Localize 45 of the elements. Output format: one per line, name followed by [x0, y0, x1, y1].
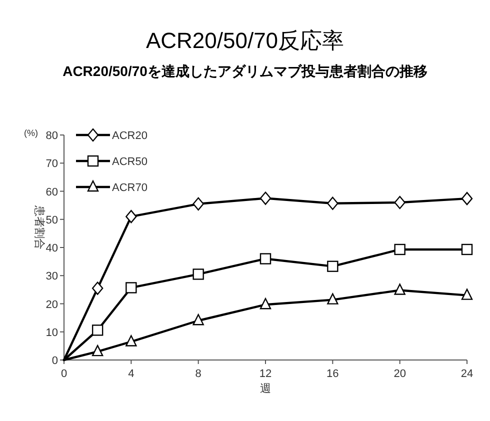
- point: [260, 253, 272, 264]
- x-axis-title: 週: [260, 383, 271, 395]
- y-tick-label: 50: [46, 214, 58, 226]
- point: [260, 192, 272, 205]
- point: [192, 268, 204, 280]
- x-tick-label: 0: [60, 368, 68, 380]
- y-tick-label: 10: [46, 326, 58, 339]
- y-tick-label: 20: [46, 298, 58, 311]
- legend-label: ACR20: [112, 130, 148, 142]
- point: [126, 282, 137, 294]
- point: [394, 196, 406, 210]
- point: [126, 210, 137, 224]
- point: [461, 244, 473, 256]
- point: [260, 298, 272, 310]
- point: [394, 244, 406, 256]
- point: [327, 196, 338, 210]
- point: [92, 324, 104, 336]
- point: [461, 192, 473, 206]
- point: [126, 335, 137, 346]
- point: [327, 260, 338, 272]
- x-tick-label: 24: [460, 368, 474, 380]
- y-tick-label: 80: [46, 130, 58, 142]
- chart-subtitle: ACR20/50/70を達成したアダリムマブ投与患者割合の推移: [62, 63, 428, 79]
- y-tick-label: 70: [46, 158, 58, 170]
- point: [192, 197, 204, 211]
- point: [327, 293, 338, 304]
- x-tick-label: 8: [195, 368, 202, 380]
- point: [92, 282, 104, 295]
- y-tick-label: 0: [52, 355, 58, 367]
- x-tick-label: 16: [326, 368, 339, 380]
- legend-label: ACR70: [112, 182, 148, 194]
- point: [461, 288, 473, 300]
- text: (%): [24, 128, 38, 138]
- point: [394, 284, 406, 295]
- y-tick-label: 30: [46, 270, 58, 283]
- chart-title: ACR20/50/70反応率: [146, 28, 344, 53]
- x-tick-label: 20: [394, 368, 406, 380]
- x-tick-label: 4: [128, 368, 134, 380]
- x-tick-label: 12: [259, 368, 272, 380]
- y-axis-title: 患者割合: [33, 204, 46, 250]
- point: [192, 314, 204, 326]
- y-tick-label: 40: [46, 242, 58, 254]
- y-tick-label: 60: [46, 186, 58, 198]
- legend-label: ACR50: [112, 156, 148, 168]
- point: [92, 344, 104, 356]
